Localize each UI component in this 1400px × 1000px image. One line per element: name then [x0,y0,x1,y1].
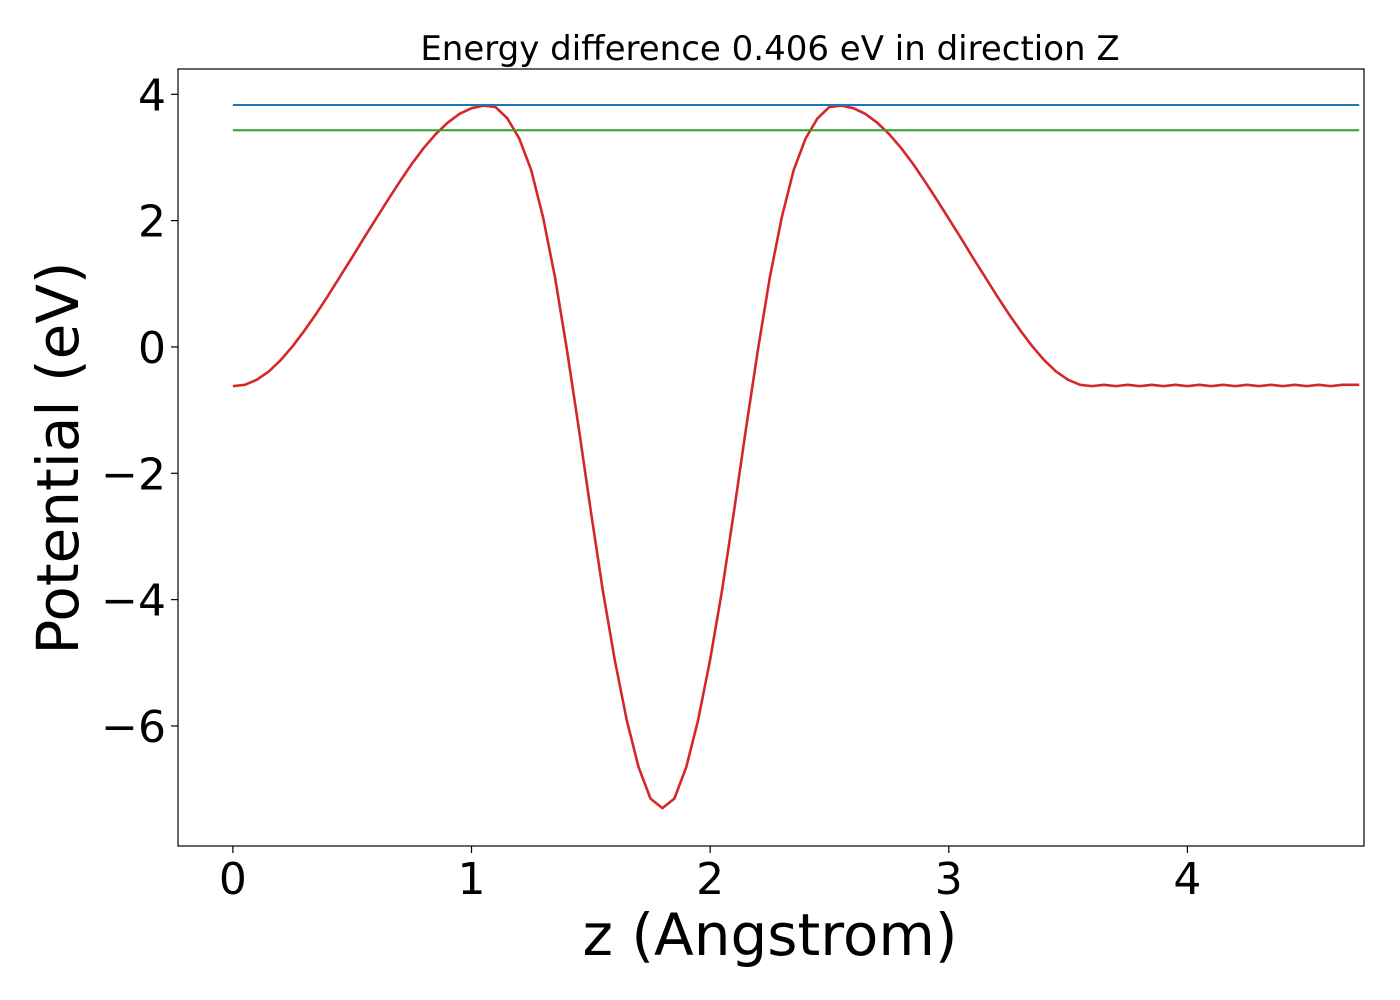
y-tick-label: 2 [138,197,166,248]
plot-frame [177,68,1365,847]
y-tick-label: 4 [138,70,166,121]
x-tick-label: 1 [458,854,486,905]
series-line-0 [232,104,1360,810]
chart-title: Energy difference 0.406 eV in direction … [420,29,1119,69]
plot-area [232,104,1360,810]
x-tick-label: 4 [1173,854,1201,905]
x-tick-label: 0 [219,854,247,905]
x-axis-label: z (Angstrom) [583,901,958,969]
y-axis-label: Potential (eV) [24,261,92,654]
y-tick-label: −4 [101,576,166,627]
y-tick-label: −2 [101,449,166,500]
x-axis-ticks: 0 1 2 3 4 [219,846,1201,905]
y-axis-ticks: −6 −4 −2 0 2 4 [101,70,178,753]
x-tick-label: 3 [935,854,963,905]
y-tick-label: −6 [101,702,166,753]
y-tick-label: 0 [138,323,166,374]
x-tick-label: 2 [696,854,724,905]
